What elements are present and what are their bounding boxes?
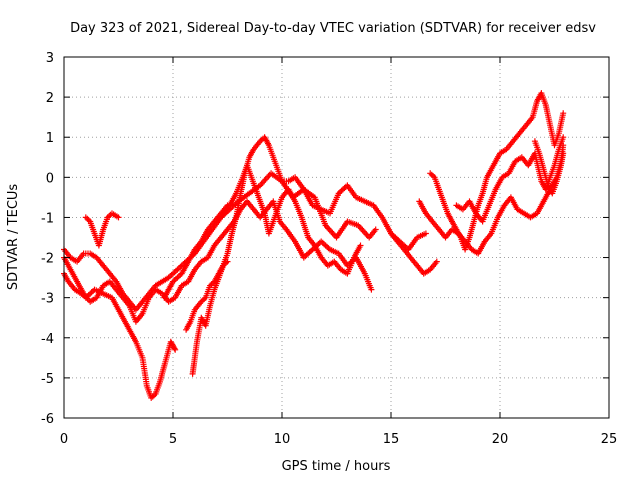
series-markers: [161, 202, 231, 301]
series-markers: [82, 210, 122, 249]
y-tick-label: -5: [41, 372, 54, 387]
series-sat-h: [388, 230, 440, 277]
series-sat-l: [531, 138, 567, 197]
axis-ticks: [63, 56, 610, 419]
y-tick-label: 1: [46, 131, 54, 146]
y-tick-label: 0: [46, 171, 54, 186]
series-sat-f: [189, 134, 429, 377]
y-tick-label: -2: [41, 252, 54, 267]
series-markers: [189, 134, 429, 377]
chart-title: Day 323 of 2021, Sidereal Day-to-day VTE…: [70, 21, 596, 36]
y-tick-labels: -6 -5 -4 -3 -2 -1 0 1 2 3: [41, 51, 54, 427]
series-sat-m: [161, 202, 231, 301]
x-tick-label: 25: [601, 432, 618, 447]
x-tick-labels: 0 5 10 15 20 25: [60, 432, 617, 447]
x-tick-label: 20: [492, 432, 509, 447]
y-tick-label: -1: [41, 211, 54, 226]
series-sat-d: [82, 210, 122, 249]
x-tick-label: 15: [383, 432, 400, 447]
plot-frame: [63, 56, 610, 419]
data-series: [61, 90, 567, 401]
y-axis-label: SDTVAR / TECUs: [6, 184, 21, 291]
y-tick-label: 2: [46, 91, 54, 106]
x-tick-label: 5: [169, 432, 177, 447]
x-axis-label: GPS time / hours: [282, 459, 391, 474]
y-tick-label: -3: [41, 292, 54, 307]
y-tick-label: -4: [41, 332, 54, 347]
y-tick-label: 3: [46, 51, 54, 66]
x-tick-label: 0: [60, 432, 68, 447]
grid-lines: [64, 57, 609, 418]
series-sat-j: [427, 90, 567, 253]
x-tick-label: 10: [274, 432, 291, 447]
series-markers: [388, 230, 440, 277]
y-tick-label: -6: [41, 412, 54, 427]
